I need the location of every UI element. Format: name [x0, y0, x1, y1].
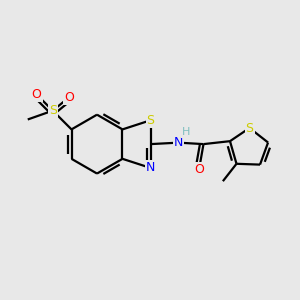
Text: S: S [146, 114, 154, 127]
Text: O: O [64, 91, 74, 104]
Text: O: O [32, 88, 41, 101]
Text: N: N [174, 136, 183, 148]
Text: N: N [146, 161, 155, 174]
Text: S: S [49, 104, 57, 117]
Text: O: O [194, 163, 204, 176]
Text: H: H [182, 127, 190, 137]
Text: S: S [245, 122, 253, 134]
